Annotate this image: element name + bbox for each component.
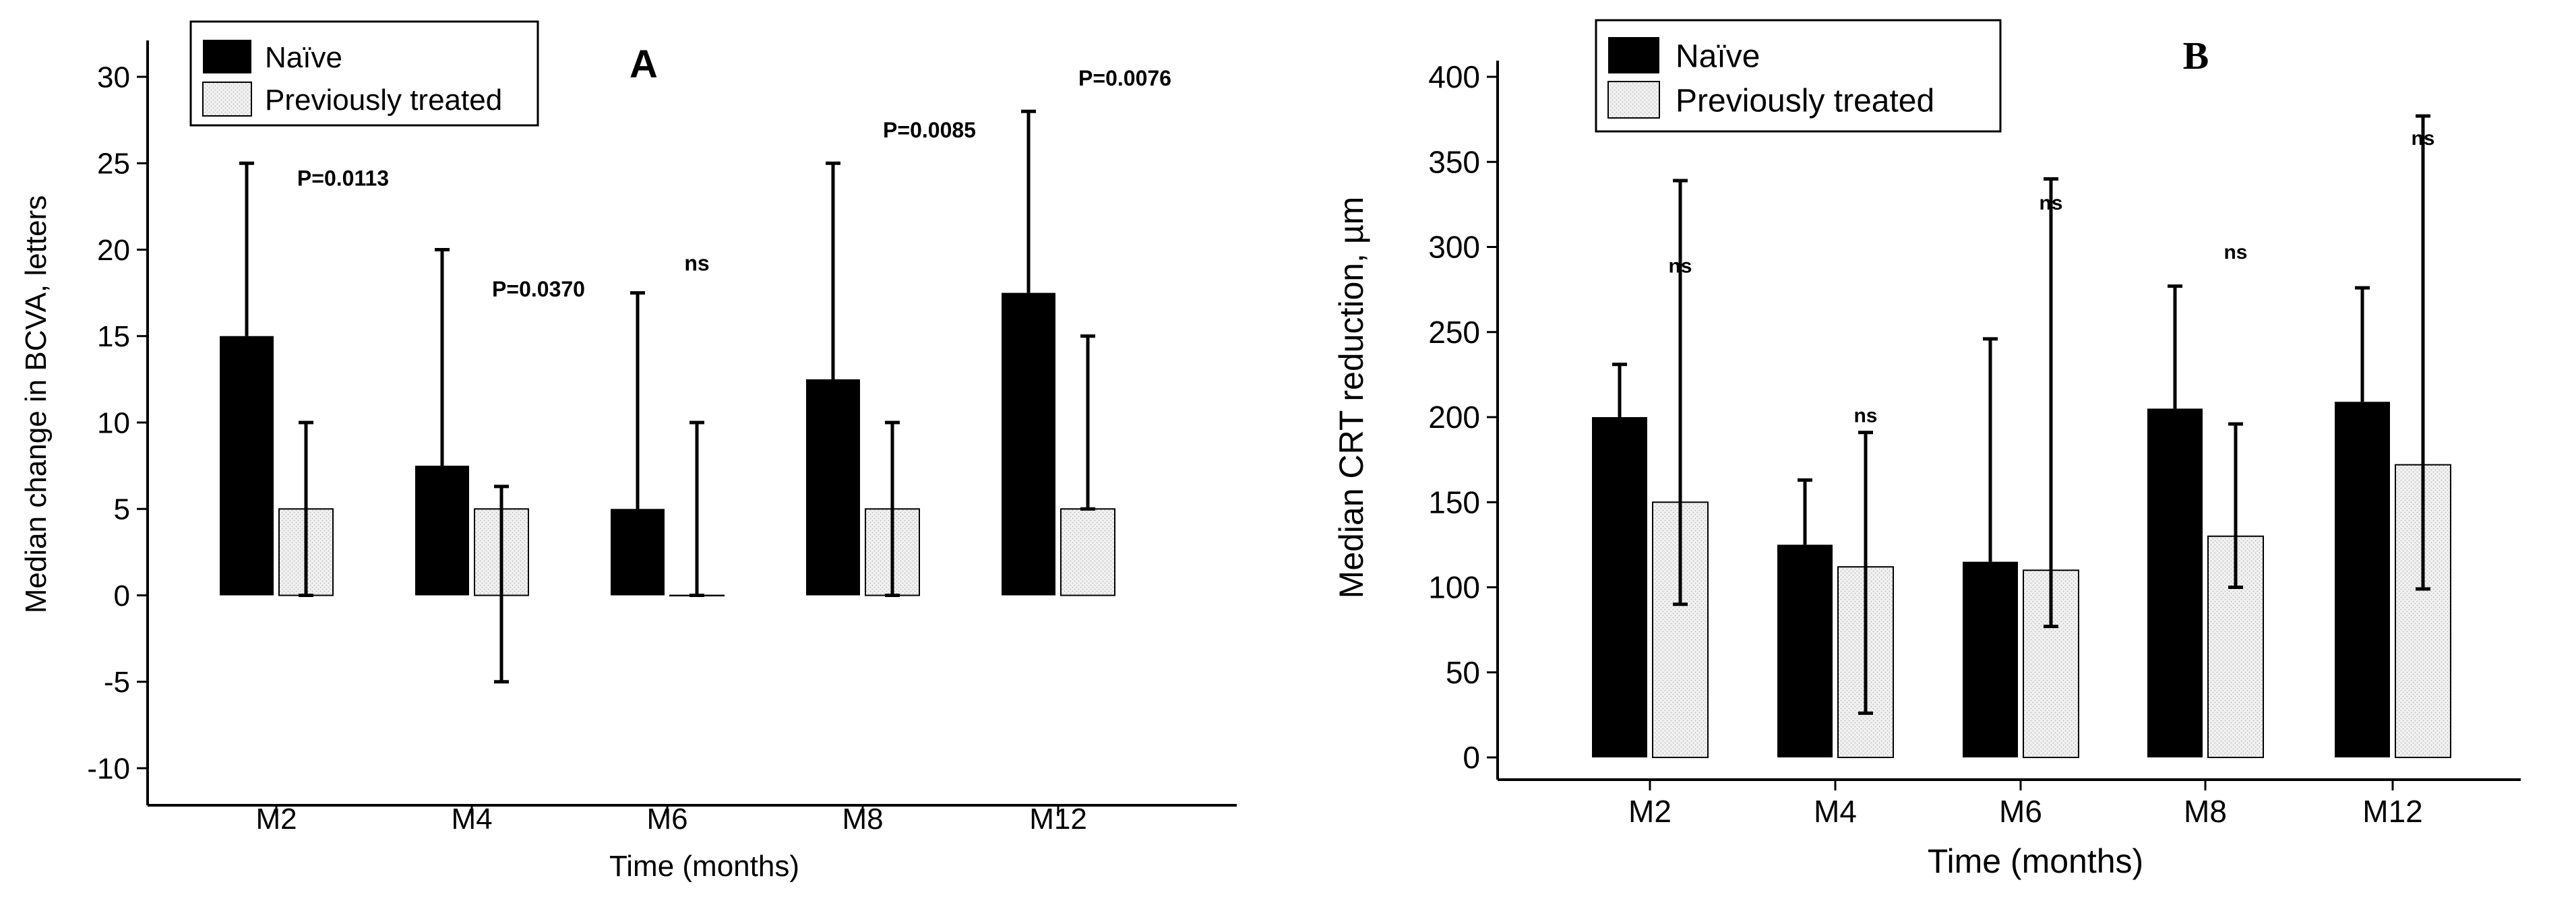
y-tick-label: 400 [1428, 59, 1480, 94]
bar-naive [2335, 402, 2390, 757]
y-tick-label: 10 [97, 406, 130, 439]
legend-swatch-naive [1608, 37, 1659, 73]
x-tick-label: M6 [646, 803, 687, 836]
y-tick-label: 5 [114, 493, 130, 526]
panel-label: A [630, 42, 658, 86]
y-tick-label: 50 [1446, 655, 1480, 690]
y-tick-label: 250 [1428, 315, 1480, 350]
significance-annotation: ns [684, 251, 709, 275]
y-tick-label: 150 [1428, 485, 1480, 520]
y-tick-label: -5 [104, 666, 130, 699]
x-tick-label: M2 [1628, 794, 1672, 829]
chart-panel-b: 0 50 100 150 200 250 300 350 400 M2 M4 M6 M8 M12 Time … [1332, 19, 2521, 880]
x-tick-label: M8 [842, 803, 883, 836]
chart-panel-a: -10 -5 0 5 10 15 20 25 30 M2 M4 M6 M8 M12 Time (months… [20, 20, 1237, 883]
legend-label: Naïve [1676, 38, 1760, 74]
legend-swatch-naive [203, 40, 251, 73]
y-tick-label: 0 [114, 580, 130, 613]
significance-annotation: P=0.0076 [1078, 66, 1171, 90]
legend-swatch-previously-treated [1607, 81, 1660, 119]
legend-swatch-previously-treated [202, 82, 252, 117]
significance-annotation: ns [1853, 405, 1877, 427]
x-tick-label: M4 [451, 803, 492, 836]
bar-naive [1963, 561, 2018, 757]
significance-annotation: P=0.0113 [297, 166, 389, 191]
significance-annotation: P=0.0370 [492, 277, 585, 301]
y-tick-label: 300 [1428, 230, 1480, 265]
significance-annotation: ns [2039, 192, 2062, 214]
bar-naive [1002, 292, 1055, 596]
y-tick-label: 200 [1428, 400, 1480, 435]
legend-label: Naïve [265, 41, 342, 74]
x-tick-label: M12 [2362, 794, 2422, 829]
significance-annotation: ns [2224, 241, 2247, 263]
x-axis-title: Time (months) [609, 850, 799, 883]
significance-annotation: P=0.0085 [883, 118, 976, 142]
x-tick-label: M2 [255, 803, 297, 836]
bar-naive [2147, 408, 2203, 757]
y-tick-label: 15 [97, 320, 130, 353]
significance-annotation: ns [1668, 255, 1692, 277]
bar-naive [415, 466, 469, 596]
y-tick-label: 25 [97, 148, 130, 181]
bar-naive [806, 379, 860, 596]
legend-box [1595, 19, 2002, 133]
legend-label: Previously treated [1676, 83, 1934, 119]
x-tick-label: M8 [2184, 794, 2227, 829]
x-tick-label: M12 [1029, 803, 1087, 836]
y-tick-label: -10 [87, 752, 130, 785]
y-axis-title: Median change in BCVA, letters [20, 195, 53, 613]
panel-label: B [2183, 34, 2209, 77]
bar-naive [611, 509, 665, 596]
x-tick-label: M6 [1999, 794, 2042, 829]
x-axis-title: Time (months) [1928, 842, 2143, 880]
significance-annotation: ns [2411, 127, 2434, 150]
y-axis-title: Median CRT reduction, µm [1332, 197, 1370, 599]
y-tick-label: 0 [1463, 740, 1480, 775]
bar-previously-treated [1060, 508, 1115, 596]
x-tick-label: M4 [1814, 794, 1857, 829]
y-tick-label: 20 [97, 234, 130, 267]
y-tick-label: 100 [1428, 570, 1480, 605]
bar-naive [1777, 544, 1833, 757]
y-tick-label: 350 [1428, 144, 1480, 179]
legend-label: Previously treated [265, 84, 502, 117]
bar-naive [1592, 417, 1647, 757]
bar-naive [220, 336, 274, 596]
y-tick-label: 30 [97, 61, 130, 94]
